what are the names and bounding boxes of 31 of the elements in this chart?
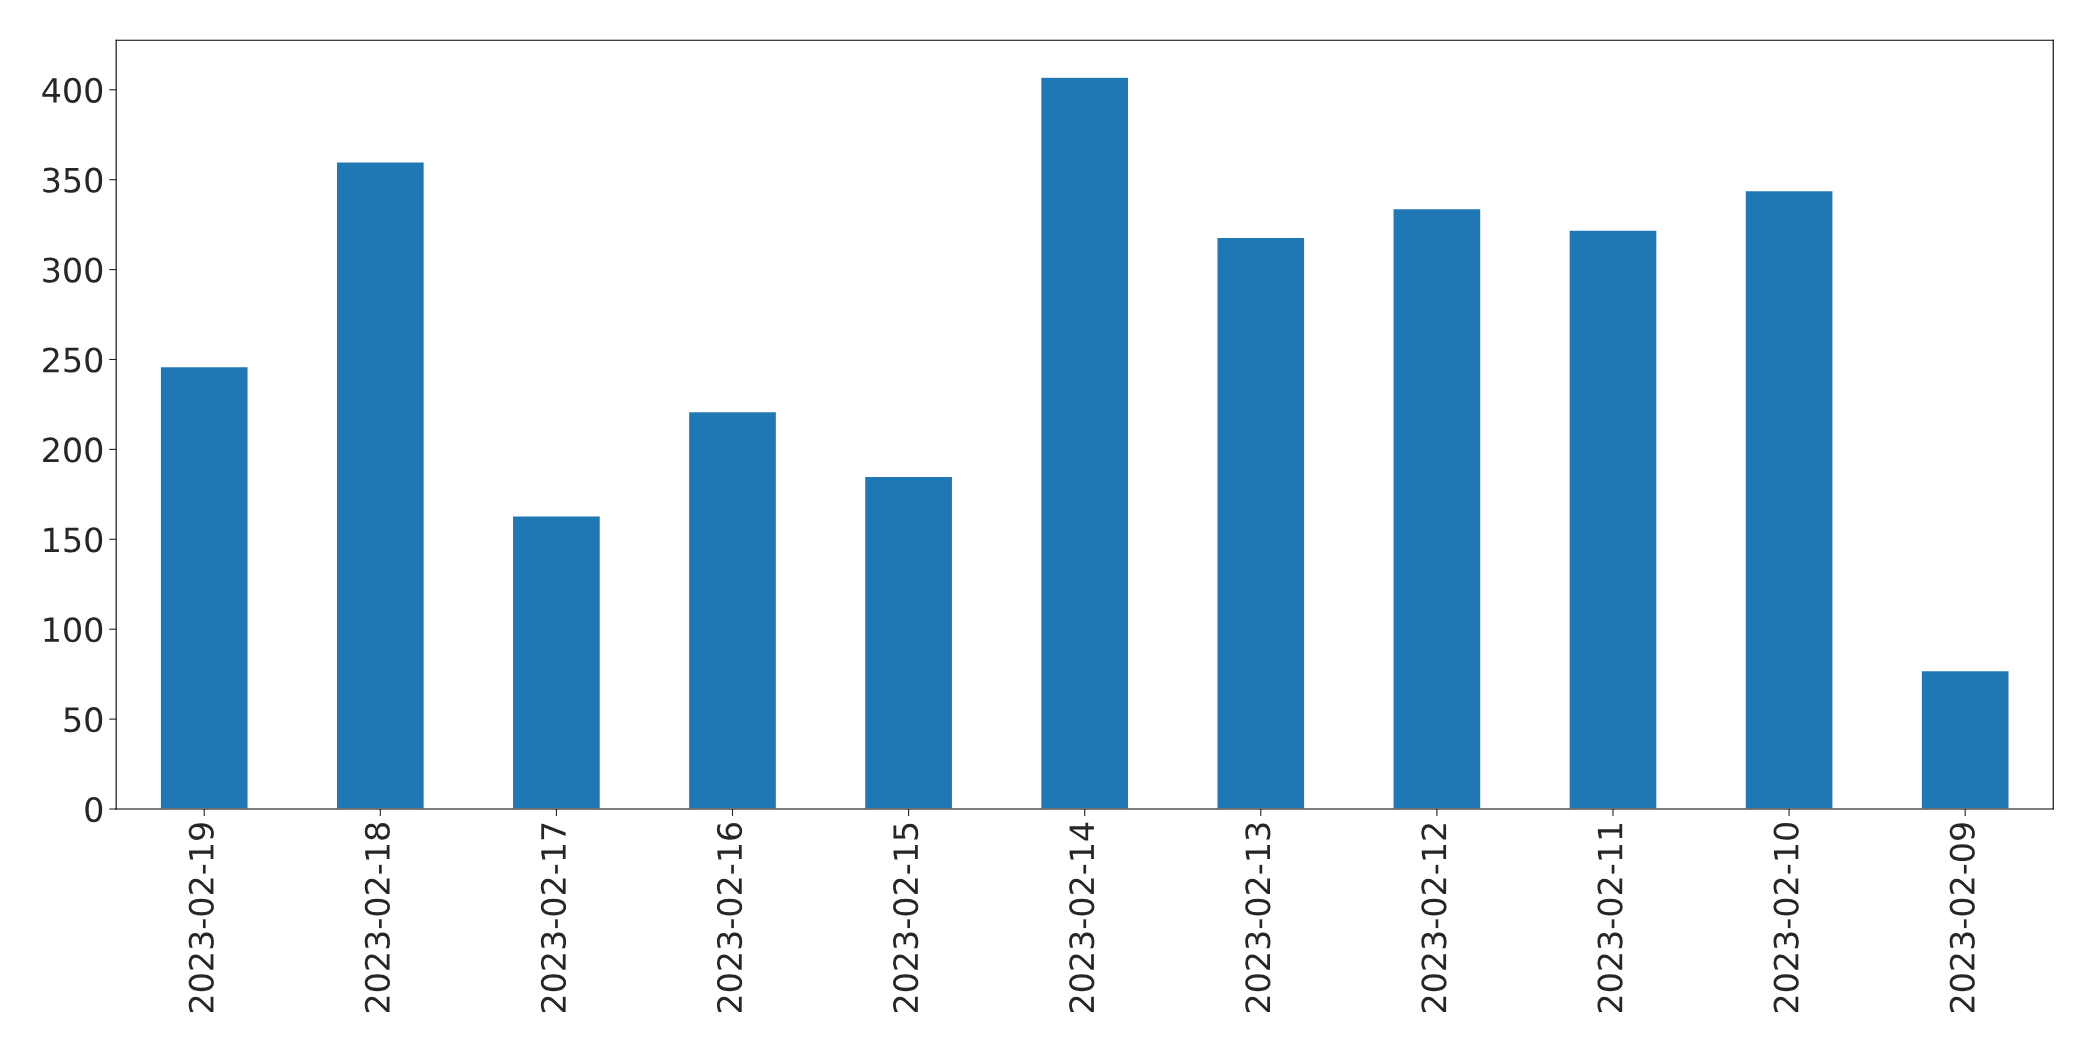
x-tick-label: 2023-02-10 <box>1773 823 1799 1013</box>
y-tick-label: 350 <box>43 167 103 193</box>
y-tick-label: 300 <box>43 257 103 283</box>
x-tick-label: 2023-02-14 <box>1069 822 1095 1013</box>
bar <box>1744 189 1834 810</box>
y-tick-label: 150 <box>44 527 103 553</box>
x-tick-label: 2023-02-15 <box>893 823 919 1013</box>
bar <box>1039 76 1130 810</box>
x-tick-label: 2023-02-11 <box>1597 823 1623 1013</box>
bar <box>1568 229 1658 810</box>
y-tick-label: 0 <box>85 796 103 823</box>
y-tick-label: 100 <box>44 617 103 643</box>
y-tick-label: 200 <box>43 437 103 463</box>
y-tick-label: 400 <box>42 77 103 103</box>
bar <box>335 160 426 810</box>
bar <box>1216 236 1306 810</box>
x-tick-label: 2023-02-18 <box>364 823 390 1013</box>
x-tick-label: 2023-02-13 <box>1245 823 1271 1013</box>
y-tick-label: 250 <box>43 347 103 373</box>
bar <box>511 515 602 810</box>
bar <box>1392 207 1482 810</box>
bar <box>159 365 249 810</box>
x-tick-label: 2023-02-09 <box>1949 823 1975 1013</box>
x-tick-label: 2023-02-17 <box>540 823 567 1013</box>
bar <box>863 475 954 810</box>
x-tick-label: 2023-02-19 <box>188 823 214 1013</box>
bar <box>1920 669 2010 810</box>
bar <box>687 410 778 810</box>
y-tick-label: 50 <box>64 707 103 733</box>
x-tick-label: 2023-02-16 <box>716 822 743 1013</box>
x-tick-label: 2023-02-12 <box>1421 824 1447 1013</box>
